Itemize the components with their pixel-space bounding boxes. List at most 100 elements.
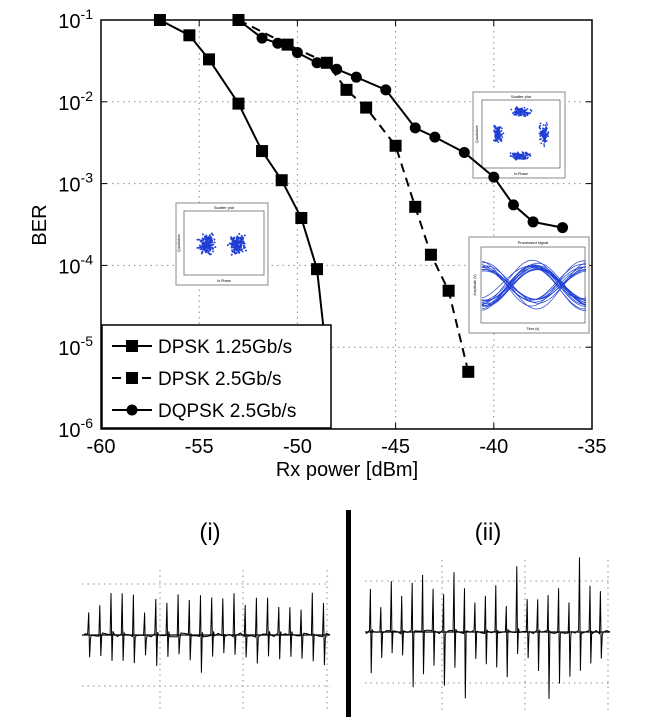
scatter-point: [230, 245, 233, 248]
scatter-point: [497, 126, 500, 129]
inset-eye-diagram: Processed signal Time (s) Amplitude (V): [468, 236, 590, 334]
legend-item: DPSK 1.25Gb/s: [112, 337, 292, 358]
scatter-point: [240, 234, 243, 237]
scatter-point: [495, 138, 498, 140]
scatter-point: [203, 247, 206, 250]
scatter-point: [233, 251, 236, 254]
plot-frame: [100, 19, 593, 430]
scatter-point: [241, 242, 244, 245]
scatter-point: [545, 139, 548, 142]
scatter-point: [205, 251, 208, 254]
y-axis-ticks: 10-1 10-2 10-3 10-4 10-5 10-6: [58, 6, 592, 442]
scatter-point: [518, 156, 521, 158]
scatter-point: [208, 234, 211, 237]
scatter-point: [539, 127, 542, 130]
scatter-point: [520, 112, 523, 114]
scatter-point: [498, 128, 500, 131]
scatter-point: [518, 111, 521, 114]
scatter-point: [526, 152, 529, 155]
scatter-point: [513, 113, 516, 116]
inset-eye-diagram-traces: [481, 259, 587, 311]
scatter-point: [512, 156, 515, 159]
x-tick-label: -35: [578, 436, 607, 458]
scatter-point: [209, 248, 212, 251]
eye-trace: [481, 267, 587, 304]
scatter-point: [199, 248, 202, 251]
scatter-point: [212, 250, 215, 253]
inset-scatter-two-cluster-frame: [175, 202, 269, 286]
scatter-point: [209, 235, 212, 238]
inset-scatter-four-cluster-title: Scatter plot: [511, 94, 532, 99]
waveform-ii-trace: [365, 557, 611, 699]
scatter-point: [233, 246, 236, 249]
scatter-point: [524, 110, 527, 113]
scatter-point: [204, 237, 207, 240]
scatter-point: [198, 238, 201, 241]
scatter-point: [492, 139, 495, 142]
scatter-point: [544, 128, 547, 131]
legend-label: DQPSK 2.5Gb/s: [158, 401, 296, 422]
scatter-point: [231, 239, 234, 242]
scatter-point: [233, 236, 236, 239]
scatter-point: [529, 109, 532, 111]
scatter-point: [538, 125, 541, 128]
scatter-point: [539, 134, 542, 137]
series-point: [507, 199, 519, 211]
scatter-point: [213, 238, 216, 241]
scatter-point: [514, 108, 517, 111]
scatter-point: [213, 241, 216, 244]
series-point: [429, 131, 441, 143]
scatter-point: [522, 152, 525, 155]
series-point: [183, 29, 196, 42]
scatter-point: [208, 249, 211, 252]
series-point: [291, 47, 303, 59]
legend-marker: [126, 372, 138, 384]
scatter-point: [516, 109, 519, 112]
scatter-point: [520, 157, 523, 160]
series-point: [311, 263, 324, 276]
scatter-point: [509, 152, 512, 155]
inset-scatter-four-cluster-frame: [472, 91, 566, 179]
scatter-point: [524, 113, 526, 116]
scatter-point: [209, 253, 212, 256]
scatter-point: [521, 156, 524, 158]
series-point: [380, 84, 392, 96]
subfigure-divider: [346, 510, 351, 717]
scatter-point: [523, 106, 526, 109]
x-axis-ticks: -60 -55 -50 -45 -40 -35: [87, 20, 607, 458]
series-point: [331, 63, 343, 75]
scatter-point: [238, 232, 241, 235]
series-point: [203, 53, 216, 66]
scatter-point: [211, 246, 214, 249]
inset-eye-diagram-ylabel: Amplitude (V): [473, 274, 477, 295]
inset-scatter-two-cluster-title: Scatter plot: [214, 205, 235, 210]
scatter-point: [202, 243, 205, 246]
inset-scatter-four-cluster-axes: [481, 99, 561, 169]
scatter-point: [500, 129, 503, 132]
scatter-point: [543, 130, 546, 133]
scatter-point: [498, 132, 501, 135]
scatter-point: [542, 127, 545, 130]
eye-trace: [481, 263, 587, 301]
scatter-point: [543, 145, 546, 148]
scatter-point: [544, 140, 546, 143]
scatter-point: [494, 126, 497, 129]
scatter-point: [539, 130, 542, 133]
scatter-point: [497, 141, 500, 144]
scatter-point: [544, 134, 547, 137]
scatter-point: [230, 253, 233, 256]
scatter-point: [201, 246, 204, 249]
scatter-point: [233, 248, 236, 251]
scatter-point: [520, 109, 522, 112]
subfigure-label-i: (i): [199, 519, 220, 546]
series-point: [442, 284, 455, 297]
x-tick-label: -40: [479, 436, 508, 458]
scatter-point: [545, 122, 548, 124]
scatter-point: [529, 154, 532, 157]
scatter-point: [211, 244, 214, 247]
scatter-point: [237, 237, 240, 240]
scatter-point: [496, 128, 499, 131]
waveform-i-grid: [82, 570, 330, 710]
eye-trace: [481, 259, 587, 305]
inset-scatter-four-cluster-points: [492, 106, 550, 161]
